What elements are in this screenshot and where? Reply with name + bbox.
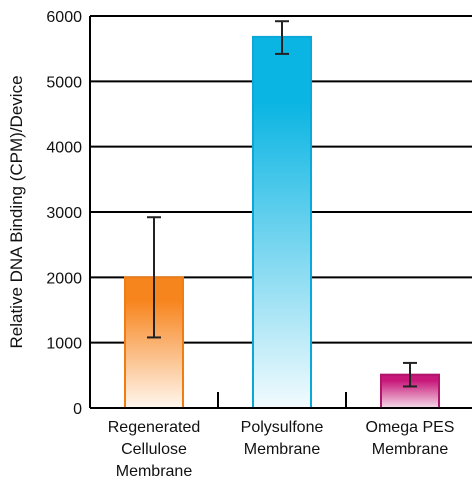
bar <box>252 35 312 409</box>
y-tick-label: 3000 <box>46 205 82 222</box>
x-tick-label: Omega PES <box>366 419 455 436</box>
y-tick-label: 5000 <box>46 74 82 91</box>
y-tick-label: 0 <box>73 401 82 418</box>
axes <box>89 16 472 409</box>
x-tick-label: Membrane <box>372 441 449 458</box>
error-bars <box>147 20 417 388</box>
y-tick-label: 2000 <box>46 270 82 287</box>
x-tick-label: Cellulose <box>121 441 187 458</box>
bars <box>124 35 440 410</box>
x-tick-label: Polysulfone <box>241 419 324 436</box>
x-tick-labels: Regenerated Cellulose Membrane Polysulfone M… <box>108 419 455 480</box>
y-tick-label: 6000 <box>46 9 82 26</box>
y-tick-label: 1000 <box>46 336 82 353</box>
y-tick-labels: 0 1000 2000 3000 4000 5000 6000 <box>46 9 82 418</box>
y-tick-label: 4000 <box>46 140 82 157</box>
x-tick-label: Regenerated <box>108 419 201 436</box>
x-tick-label: Membrane <box>244 441 321 458</box>
y-axis-label: Relative DNA Binding (CPM)/Device <box>7 75 26 348</box>
x-tick-label: Membrane <box>116 463 193 480</box>
